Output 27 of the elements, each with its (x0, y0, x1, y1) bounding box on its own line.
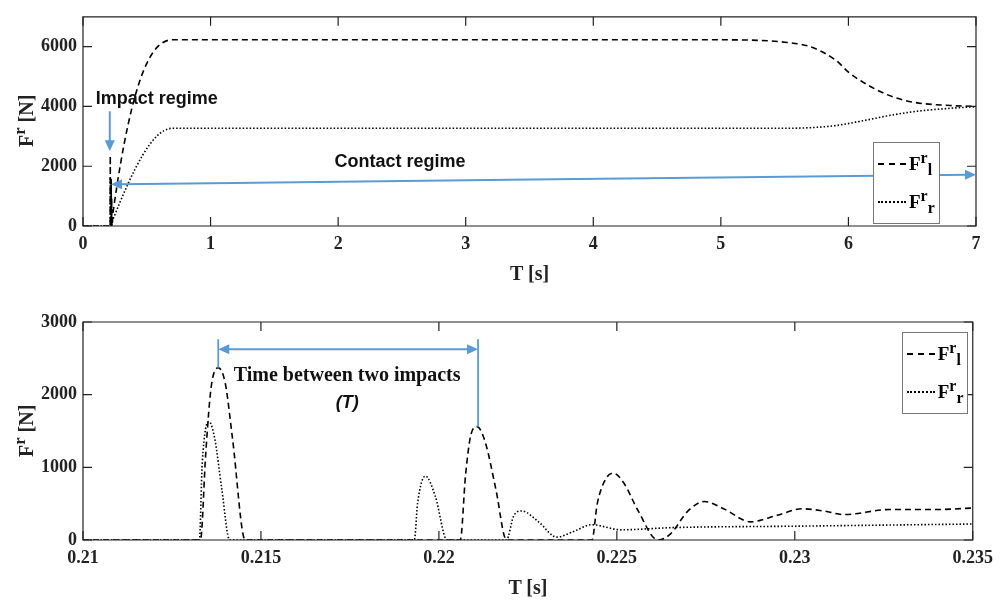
x-tick-label: 0.22 (423, 547, 455, 568)
annotation: (T) (335, 392, 359, 414)
y-tick-label: 2000 (41, 154, 77, 175)
y-tick-label: 0 (68, 528, 77, 549)
x-tick-label: 0.21 (67, 547, 99, 568)
x-tick-label: 2 (333, 233, 343, 254)
annotation: Contact regime (334, 150, 466, 172)
x-tick-label: 0.23 (779, 547, 811, 568)
x-axis-title: T [s] (508, 576, 548, 599)
x-tick-label: 7 (971, 233, 981, 254)
x-tick-label: 4 (588, 233, 598, 254)
y-tick-label: 0 (68, 214, 77, 235)
y-tick-label: 3000 (41, 310, 77, 331)
x-tick-label: 0.235 (952, 547, 993, 568)
x-tick-label: 1 (206, 233, 216, 254)
annotation: Time between two impacts (233, 362, 461, 386)
y-tick-label: 1000 (41, 455, 77, 476)
x-tick-label: 0.215 (240, 547, 282, 568)
annotation: Impact regime (95, 88, 218, 109)
x-tick-label: 6 (843, 233, 853, 254)
y-tick-label: 6000 (41, 35, 77, 56)
x-axis-title: T [s] (510, 262, 550, 285)
x-tick-label: 3 (461, 233, 471, 254)
x-tick-label: 0.225 (596, 547, 638, 568)
y-tick-label: 4000 (41, 95, 77, 116)
y-tick-label: 2000 (41, 383, 77, 404)
x-tick-label: 5 (716, 233, 726, 254)
